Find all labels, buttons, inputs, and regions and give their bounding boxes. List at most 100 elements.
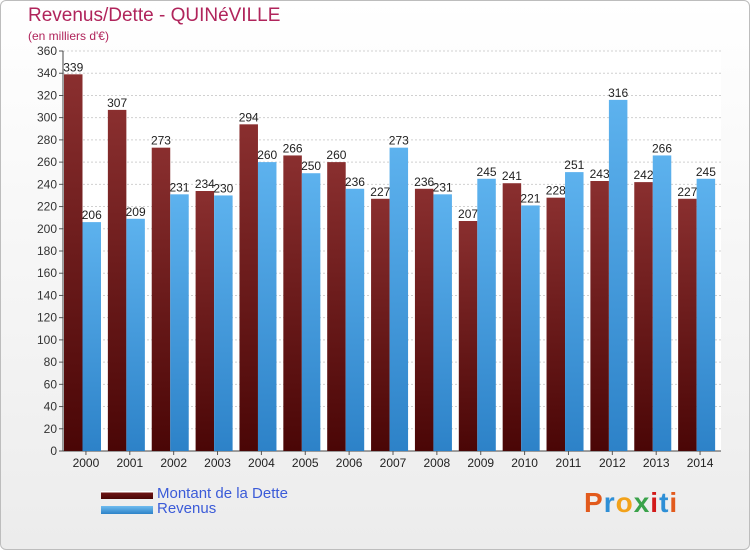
bar-dette (371, 198, 390, 451)
y-tick-label: 0 (50, 444, 57, 458)
data-label-revenus: 206 (82, 208, 102, 222)
data-label-dette: 243 (590, 167, 610, 181)
data-label-revenus: 230 (213, 181, 233, 195)
bar-revenus (565, 172, 584, 451)
bar-dette (195, 191, 215, 451)
bar-dette (634, 182, 653, 451)
bar-revenus (477, 178, 496, 451)
bar-dette (502, 183, 522, 451)
data-label-revenus: 221 (520, 191, 540, 205)
chart-title: Revenus/Dette - QUINéVILLE (28, 5, 281, 26)
data-label-revenus: 260 (257, 148, 277, 162)
legend-swatch-dette (101, 491, 153, 499)
data-label-dette: 339 (63, 60, 83, 74)
data-label-dette: 227 (370, 185, 390, 199)
data-label-dette: 294 (239, 110, 259, 124)
logo-letter: r (603, 487, 616, 518)
y-tick-label: 200 (37, 222, 57, 236)
y-tick-label: 340 (37, 66, 57, 80)
x-tick-label: 2007 (380, 456, 407, 470)
bar-dette (239, 124, 258, 451)
y-tick-label: 80 (44, 355, 58, 369)
x-tick-label: 2011 (556, 456, 582, 470)
y-tick-label: 180 (37, 244, 57, 258)
data-label-revenus: 273 (389, 134, 409, 148)
bar-revenus (301, 173, 321, 451)
bar-dette (327, 162, 346, 451)
y-tick-label: 240 (37, 177, 57, 191)
data-label-revenus: 266 (652, 141, 672, 155)
y-tick-label: 260 (37, 155, 57, 169)
y-tick-label: 100 (37, 333, 57, 347)
bar-dette (151, 147, 171, 451)
chart-subtitle: (en milliers d'€) (28, 29, 109, 43)
logo-letter: o (615, 487, 634, 518)
legend-swatch-revenus (101, 506, 153, 514)
x-tick-label: 2002 (160, 456, 187, 470)
data-label-dette: 260 (326, 148, 346, 162)
x-tick-label: 2003 (204, 456, 231, 470)
data-label-dette: 228 (546, 184, 566, 198)
bar-revenus (696, 178, 716, 451)
bar-revenus (433, 194, 452, 452)
x-tick-label: 2000 (73, 456, 100, 470)
data-label-dette: 207 (458, 207, 478, 221)
data-label-revenus: 250 (301, 159, 321, 173)
bar-dette (64, 74, 83, 451)
y-tick-label: 220 (37, 200, 57, 214)
bar-revenus (82, 222, 101, 451)
y-tick-label: 40 (44, 400, 58, 414)
bar-dette (283, 155, 302, 451)
data-label-revenus: 231 (433, 180, 453, 194)
data-label-revenus: 316 (608, 86, 628, 100)
logo-letter: P (584, 487, 604, 518)
bar-dette (107, 109, 127, 451)
logo-letter: t (659, 487, 670, 518)
legend-label-revenus: Revenus (157, 500, 217, 517)
y-tick-label: 360 (37, 44, 57, 58)
y-tick-label: 120 (37, 311, 57, 325)
x-tick-label: 2004 (248, 456, 275, 470)
x-tick-label: 2014 (687, 456, 714, 470)
bar-revenus (126, 218, 145, 451)
logo-letter: i (650, 487, 660, 518)
logo-letter: x (633, 487, 651, 518)
y-tick-label: 20 (44, 422, 58, 436)
data-label-revenus: 209 (126, 205, 146, 219)
x-tick-label: 2010 (511, 456, 538, 470)
data-label-dette: 273 (151, 134, 171, 148)
y-tick-label: 160 (37, 266, 57, 280)
bar-revenus (257, 162, 277, 451)
bar-revenus (389, 147, 409, 451)
x-tick-label: 2009 (467, 456, 494, 470)
data-label-dette: 236 (414, 175, 434, 189)
legend-label-dette: Montant de la Dette (157, 485, 288, 502)
data-label-dette: 234 (195, 177, 215, 191)
data-label-dette: 307 (107, 96, 127, 110)
y-tick-label: 320 (37, 88, 57, 102)
data-label-dette: 266 (283, 141, 303, 155)
x-tick-label: 2013 (643, 456, 670, 470)
data-label-dette: 241 (502, 169, 522, 183)
proxiti-logo: Proxiti (584, 487, 678, 519)
logo-letter: i (669, 487, 679, 518)
bar-dette (546, 197, 566, 451)
data-label-revenus: 236 (345, 175, 365, 189)
bar-revenus (345, 188, 365, 451)
bar-dette (590, 181, 609, 451)
data-label-revenus: 251 (564, 158, 584, 172)
bar-revenus (521, 205, 540, 451)
y-tick-label: 300 (37, 111, 57, 125)
x-tick-label: 2008 (424, 456, 451, 470)
y-tick-label: 280 (37, 133, 57, 147)
x-tick-label: 2012 (599, 456, 626, 470)
y-tick-label: 140 (37, 288, 57, 302)
x-tick-label: 2005 (292, 456, 319, 470)
x-tick-label: 2006 (336, 456, 363, 470)
data-label-revenus: 245 (477, 165, 497, 179)
bar-dette (458, 221, 478, 451)
bar-revenus (214, 195, 233, 451)
bar-revenus (652, 155, 672, 451)
